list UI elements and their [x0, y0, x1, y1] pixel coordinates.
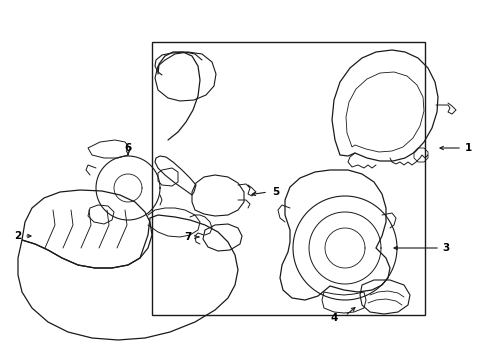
Text: 3: 3	[441, 243, 448, 253]
Text: 6: 6	[124, 143, 131, 153]
Text: 5: 5	[271, 187, 279, 197]
Text: 4: 4	[330, 313, 337, 323]
Text: 1: 1	[464, 143, 471, 153]
Bar	[152, 42, 424, 315]
Text: 2: 2	[14, 231, 21, 241]
Text: 7: 7	[184, 232, 192, 242]
